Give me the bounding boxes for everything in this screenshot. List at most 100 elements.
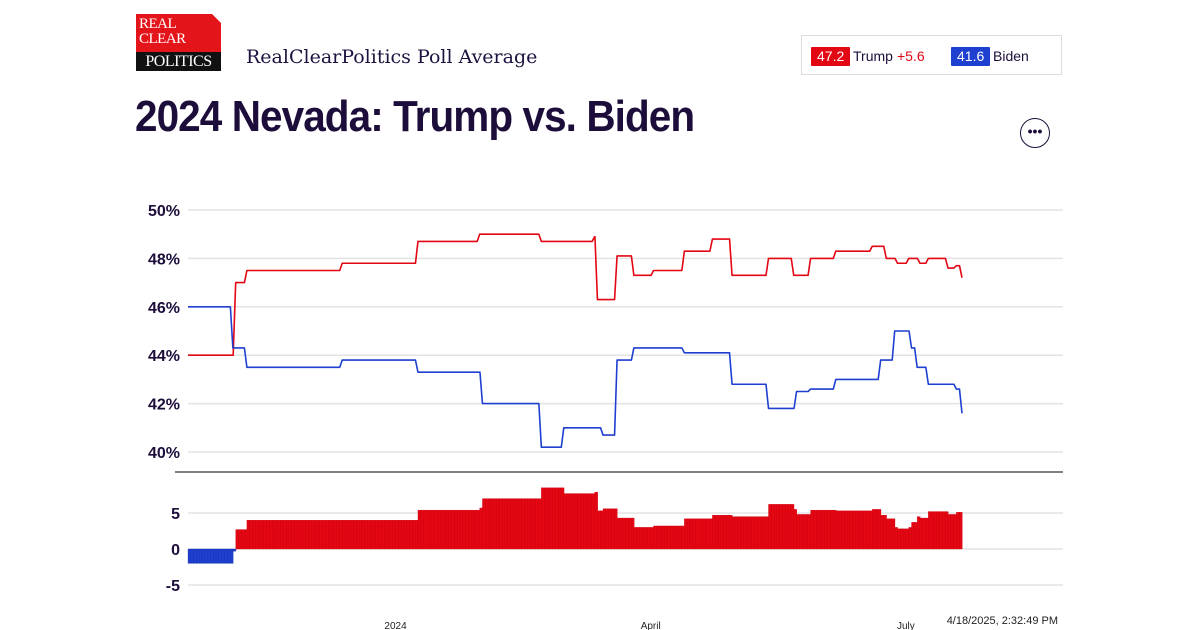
spread-bar xyxy=(518,498,523,550)
spread-bar xyxy=(263,520,267,550)
spread-bar xyxy=(468,509,472,550)
spread-bar xyxy=(546,487,551,550)
spread-bar xyxy=(877,509,882,550)
spread-bar xyxy=(527,498,531,550)
spread-bar xyxy=(608,508,612,550)
spread-bar xyxy=(403,520,408,550)
spread-bar xyxy=(417,509,422,550)
y-tick-label: 50% xyxy=(148,203,180,220)
spread-bar xyxy=(246,520,251,550)
spread-bar xyxy=(297,520,301,550)
spread-bar xyxy=(459,509,464,550)
spread-bar xyxy=(891,518,896,550)
spread-bar xyxy=(283,520,287,550)
spread-bar xyxy=(560,487,565,550)
spread-bar xyxy=(507,498,511,550)
spread-bar xyxy=(894,527,898,550)
spread-bar xyxy=(942,511,946,550)
spread-bar xyxy=(347,520,352,550)
spread-bar xyxy=(398,520,402,550)
spread-bar xyxy=(300,520,304,550)
spread-bar xyxy=(723,515,727,550)
spread-bar xyxy=(342,520,346,550)
spread-bar xyxy=(588,493,593,550)
spread-bar xyxy=(586,493,590,550)
spread-bar xyxy=(734,516,739,550)
spread-bar xyxy=(286,520,290,550)
spread-bar xyxy=(316,520,321,550)
spread-bar xyxy=(597,510,601,550)
spread-bar xyxy=(490,498,495,550)
spread-bar xyxy=(510,498,514,550)
spread-bar xyxy=(224,548,228,564)
spread-bar xyxy=(501,498,506,550)
spread-bar xyxy=(440,509,444,550)
rcp-logo[interactable]: REAL CLEAR POLITICS xyxy=(136,14,221,71)
spread-bar xyxy=(389,520,394,550)
spread-bar xyxy=(370,520,374,550)
spread-bar xyxy=(479,507,483,550)
spread-bar xyxy=(443,509,447,550)
spread-bar xyxy=(429,509,433,550)
spread-bar xyxy=(291,520,296,550)
spread-bar xyxy=(844,510,848,550)
spread-bar xyxy=(496,498,500,550)
spread-bar xyxy=(939,511,943,550)
spread-bar xyxy=(692,518,697,550)
spread-bar xyxy=(257,520,262,550)
spread-bar xyxy=(294,520,298,550)
spread-bar xyxy=(928,511,932,550)
y-tick-label: 46% xyxy=(148,300,180,317)
more-options-button[interactable]: ••• xyxy=(1020,118,1050,148)
spread-bar xyxy=(787,504,792,550)
spread-tick-label: -5 xyxy=(166,578,180,595)
spread-bar xyxy=(849,510,854,550)
spread-bar xyxy=(661,525,666,550)
legend: 47.2 Trump +5.6 41.6 Biden xyxy=(801,35,1062,75)
spread-bar xyxy=(818,509,823,550)
spread-bar xyxy=(846,510,851,550)
spread-bar xyxy=(210,548,214,564)
spread-bar xyxy=(280,520,284,550)
spread-bar xyxy=(802,514,806,550)
spread-bar xyxy=(187,548,192,564)
spread-bar xyxy=(911,522,915,550)
spread-bar xyxy=(420,509,425,550)
spread-bar xyxy=(305,520,310,550)
spread-bar xyxy=(771,504,775,550)
spread-bar xyxy=(591,493,596,550)
spread-bar xyxy=(193,548,197,564)
spread-bar xyxy=(544,487,548,550)
spread-bar xyxy=(698,518,702,550)
spread-bar xyxy=(325,520,329,550)
spread-bar xyxy=(804,514,809,550)
spread-bar xyxy=(916,516,921,550)
spread-bar xyxy=(653,525,657,550)
spread-bar xyxy=(311,520,315,550)
spread-bar xyxy=(356,520,360,550)
spread-bar xyxy=(827,509,831,550)
spread-bar xyxy=(754,516,758,550)
y-tick-label: 40% xyxy=(148,445,180,462)
spread-bar xyxy=(204,548,209,564)
spread-bar xyxy=(451,509,455,550)
spread-bar xyxy=(549,487,554,550)
spread-bar xyxy=(375,520,380,550)
spread-bar xyxy=(252,520,256,550)
spread-bar xyxy=(227,548,231,564)
spread-bar xyxy=(302,520,307,550)
spread-bar xyxy=(751,516,755,550)
spread-bar xyxy=(765,516,769,550)
spread-bar xyxy=(499,498,503,550)
spread-bar xyxy=(532,498,537,550)
spread-bar xyxy=(959,512,963,550)
spread-bar xyxy=(950,514,955,550)
spread-bar xyxy=(353,520,357,550)
spread-tick-label: 5 xyxy=(171,506,180,523)
spread-bar xyxy=(199,548,203,564)
spread-bar xyxy=(372,520,377,550)
spread-bar xyxy=(218,548,223,564)
spread-bar xyxy=(457,509,461,550)
spread-bar xyxy=(409,520,413,550)
